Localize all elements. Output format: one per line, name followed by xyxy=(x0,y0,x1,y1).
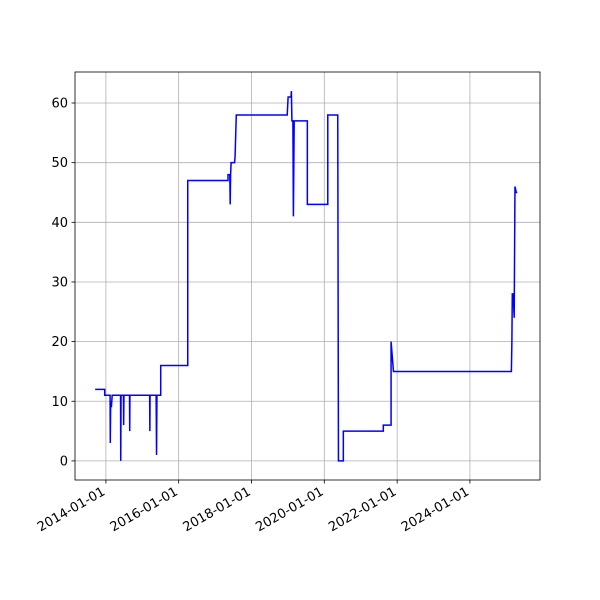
y-tick-label: 10 xyxy=(51,395,68,410)
data-line xyxy=(95,91,518,462)
y-tick-label: 20 xyxy=(51,335,68,350)
x-tick-label: 2014-01-01 xyxy=(35,484,108,535)
x-tick-label: 2018-01-01 xyxy=(181,484,254,535)
plot-frame xyxy=(74,71,541,481)
x-tick-label: 2016-01-01 xyxy=(108,484,181,535)
x-tick-label: 2020-01-01 xyxy=(253,484,326,535)
x-tick-label: 2022-01-01 xyxy=(326,484,399,535)
y-tick-label: 30 xyxy=(51,275,68,290)
y-tick-label: 60 xyxy=(51,97,68,112)
x-tick-label: 2024-01-01 xyxy=(399,484,472,535)
y-tick-label: 50 xyxy=(51,156,68,171)
y-tick-label: 0 xyxy=(60,454,68,469)
y-tick-label: 40 xyxy=(51,216,68,231)
